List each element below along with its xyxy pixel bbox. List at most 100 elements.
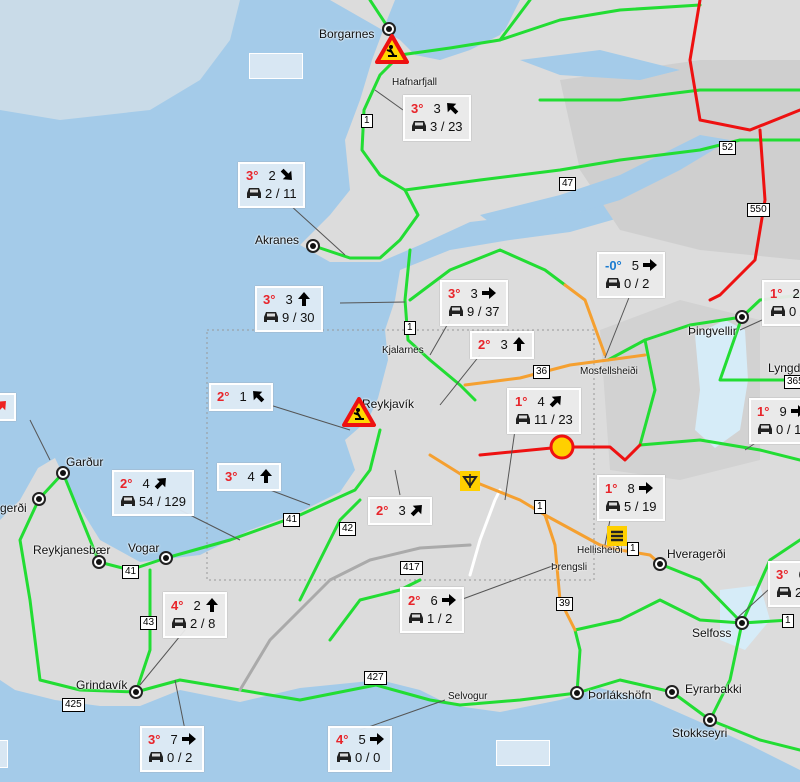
weather-station-box[interactable]: 3° 3 9 / 37 bbox=[440, 280, 508, 326]
weather-station-box[interactable]: 2° 1 bbox=[209, 383, 273, 411]
road-number-shield: 427 bbox=[364, 671, 387, 685]
roadwork-warning-icon[interactable] bbox=[342, 397, 376, 432]
traffic-count: 0 / 2 bbox=[167, 750, 193, 765]
weather-station-box[interactable]: 1° 9 0 / 1 bbox=[749, 398, 800, 444]
town-marker-icon[interactable] bbox=[665, 685, 679, 699]
car-icon bbox=[776, 585, 792, 597]
temperature: 3° bbox=[148, 732, 161, 747]
roadwork-warning-icon[interactable] bbox=[375, 34, 409, 69]
road-number-shield: 1 bbox=[782, 614, 794, 628]
station-leader-line bbox=[339, 301, 406, 304]
station-weather-row: 1° 8 bbox=[605, 480, 657, 498]
traffic-count: 9 / 37 bbox=[467, 304, 500, 319]
station-weather-row: / 15 bbox=[0, 398, 8, 416]
place-label: Hellisheiði bbox=[577, 545, 623, 556]
station-weather-row: 3° 6 bbox=[776, 566, 800, 584]
station-leader-line bbox=[504, 429, 516, 501]
weather-station-box[interactable]: 3° 7 0 / 2 bbox=[140, 726, 204, 772]
road-condition-icon[interactable] bbox=[460, 471, 480, 496]
place-label: Hveragerði bbox=[667, 547, 726, 561]
wind-arrow-icon bbox=[369, 732, 384, 746]
place-label: Reykjanesbær bbox=[33, 543, 111, 557]
temperature: 1° bbox=[770, 286, 783, 301]
weather-station-box[interactable]: 4° 5 0 / 0 bbox=[328, 726, 392, 772]
car-icon bbox=[757, 422, 773, 434]
car-icon bbox=[171, 616, 187, 628]
town-marker-icon[interactable] bbox=[92, 555, 106, 569]
weather-station-box[interactable]: 2° 3 bbox=[470, 331, 534, 359]
road-number-shield: 550 bbox=[747, 203, 770, 217]
station-traffic-row: 3 / 23 bbox=[411, 118, 463, 136]
weather-station-box[interactable]: 1° 4 11 / 23 bbox=[507, 388, 581, 434]
town-marker-icon[interactable] bbox=[570, 686, 584, 700]
place-label: Borgarnes bbox=[319, 27, 375, 41]
town-marker-icon[interactable] bbox=[129, 685, 143, 699]
wind-speed: 2 bbox=[792, 286, 800, 301]
weather-station-box[interactable]: 2° 4 54 / 129 bbox=[112, 470, 194, 516]
town-marker-icon[interactable] bbox=[159, 551, 173, 565]
station-weather-row: 3° 3 bbox=[411, 100, 463, 118]
traffic-count: 5 / 19 bbox=[624, 499, 657, 514]
land-northwest bbox=[0, 0, 240, 120]
wind-arrow-icon bbox=[638, 481, 653, 495]
traffic-count: 1 / 2 bbox=[427, 611, 453, 626]
road-closed-icon[interactable] bbox=[549, 434, 575, 465]
place-label: Mosfellsheiði bbox=[580, 366, 638, 377]
empty-station-box[interactable] bbox=[249, 53, 303, 79]
wind-speed: 3 bbox=[470, 286, 478, 301]
temperature: 2° bbox=[376, 503, 389, 518]
traffic-count: 54 / 129 bbox=[139, 494, 186, 509]
road-info-icon[interactable] bbox=[607, 526, 627, 551]
station-weather-row: 4° 5 bbox=[336, 731, 384, 749]
wind-speed: 9 bbox=[779, 404, 787, 419]
weather-station-box[interactable]: / 15 bbox=[0, 393, 16, 421]
temperature: 3° bbox=[225, 469, 238, 484]
wind-speed: 3 bbox=[433, 101, 441, 116]
weather-station-box[interactable]: 3° 3 3 / 23 bbox=[403, 95, 471, 141]
wind-speed: 7 bbox=[170, 732, 178, 747]
weather-station-box[interactable]: 3° 4 bbox=[217, 463, 281, 491]
town-marker-icon[interactable] bbox=[382, 22, 396, 36]
station-traffic-row: 0 / bbox=[770, 303, 800, 321]
weather-station-box[interactable]: 2° 6 1 / 2 bbox=[400, 587, 464, 633]
wind-speed: 4 bbox=[247, 469, 255, 484]
station-weather-row: 3° 3 bbox=[448, 285, 500, 303]
town-marker-icon[interactable] bbox=[703, 713, 717, 727]
wind-speed: 3 bbox=[398, 503, 406, 518]
town-marker-icon[interactable] bbox=[56, 466, 70, 480]
town-marker-icon[interactable] bbox=[32, 492, 46, 506]
town-marker-icon[interactable] bbox=[306, 239, 320, 253]
station-weather-row: 2° 4 bbox=[120, 475, 186, 493]
station-weather-row: 2° 3 bbox=[376, 502, 424, 520]
town-marker-icon[interactable] bbox=[735, 616, 749, 630]
weather-station-box[interactable]: 2° 3 bbox=[368, 497, 432, 525]
weather-station-box[interactable]: 3° 2 2 / 11 bbox=[238, 162, 305, 208]
weather-station-box[interactable]: 1° 8 5 / 19 bbox=[597, 475, 665, 521]
place-label: Garður bbox=[66, 455, 104, 469]
town-marker-icon[interactable] bbox=[653, 557, 667, 571]
wind-speed: 4 bbox=[142, 476, 150, 491]
weather-station-box[interactable]: 4° 2 2 / 8 bbox=[163, 592, 227, 638]
place-label: Þorlákshöfn bbox=[588, 688, 652, 702]
lake-thingvallavatn bbox=[695, 320, 748, 448]
weather-station-box[interactable]: 3° 6 2 bbox=[768, 561, 800, 607]
station-traffic-row: 0 / 2 bbox=[148, 749, 196, 767]
wind-speed: 6 bbox=[798, 567, 800, 582]
wind-arrow-icon bbox=[297, 292, 311, 306]
temperature: 1° bbox=[605, 481, 618, 496]
town-marker-icon[interactable] bbox=[735, 310, 749, 324]
empty-station-box[interactable] bbox=[496, 740, 550, 766]
weather-station-box[interactable]: 3° 3 9 / 30 bbox=[255, 286, 323, 332]
station-weather-row: 3° 3 bbox=[263, 291, 315, 309]
wind-speed: 3 bbox=[285, 292, 293, 307]
traffic-count: 11 / 23 bbox=[534, 412, 573, 427]
station-traffic-row: 9 / 30 bbox=[263, 309, 315, 327]
weather-station-box[interactable]: -0° 5 0 / 2 bbox=[597, 252, 665, 298]
place-label: Selvogur bbox=[448, 691, 488, 702]
place-label: Þingvellir bbox=[688, 324, 737, 338]
wind-arrow-icon bbox=[154, 476, 168, 490]
place-label: Lyngda bbox=[768, 361, 800, 375]
weather-station-box[interactable]: 1° 2 0 / bbox=[762, 280, 800, 326]
empty-station-box[interactable] bbox=[0, 740, 8, 768]
